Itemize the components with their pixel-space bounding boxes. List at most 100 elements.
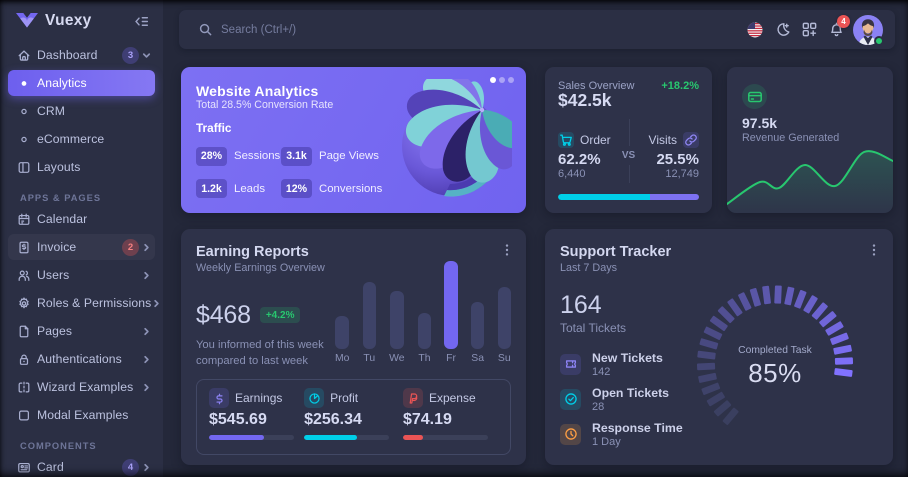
lock-icon — [17, 352, 31, 367]
sidebar-item-calendar[interactable]: Calendar — [8, 206, 155, 232]
paypal-icon-chip — [402, 388, 423, 408]
traffic-col: 12% Conversions — [281, 179, 382, 198]
traffic-col: 3.1k Page Views — [281, 146, 379, 166]
order-sub: 6,440 — [558, 167, 586, 180]
kebab-icon — [872, 244, 876, 256]
expense-stat: Expense $74.19 — [402, 388, 498, 440]
sidebar-item-authentications[interactable]: Authentications — [8, 346, 155, 372]
search-input[interactable]: Search (Ctrl+/) — [198, 22, 743, 37]
order-label: Order — [580, 132, 611, 147]
card-title: Website Analytics — [196, 83, 319, 99]
expense-progress — [402, 435, 488, 440]
chevron-right-icon — [141, 354, 152, 365]
progress-fill — [304, 435, 357, 440]
sidebar-item-crm[interactable]: CRM — [8, 98, 155, 124]
revenue-label: Revenue Generated — [742, 132, 840, 144]
stat-chip: 1.2k — [196, 179, 227, 198]
item-value: 28 — [592, 400, 605, 413]
support-item-new-tickets: New Tickets 142 — [560, 351, 878, 378]
notifications-button[interactable]: 4 — [824, 14, 850, 42]
user-avatar[interactable] — [853, 14, 884, 46]
item-label: Open Tickets — [592, 385, 669, 400]
bar-mo: Mo — [335, 242, 349, 364]
stat-value: $545.69 — [209, 411, 267, 428]
bar — [417, 313, 432, 349]
sidebar-item-wizard-examples[interactable]: Wizard Examples — [8, 374, 155, 400]
chevron-down-icon — [141, 50, 152, 61]
chip-row: Visits — [629, 131, 699, 148]
vuexy-logo-icon — [16, 13, 38, 29]
card-badge: 4 — [122, 458, 139, 476]
earnings-note: You informed of this week compared to la… — [196, 337, 335, 369]
stat-label: Earnings — [235, 391, 283, 405]
bar — [470, 302, 485, 349]
gear-icon — [17, 296, 31, 311]
shortcuts-button[interactable] — [797, 18, 821, 42]
item-text: Response Time 1 Day — [592, 421, 683, 448]
sales-total: $42.5k — [558, 90, 612, 110]
language-flag-button[interactable] — [743, 18, 767, 42]
us-flag-icon — [747, 22, 763, 37]
earnings-note-line2: compared to last week — [196, 354, 308, 367]
circle-icon — [17, 132, 31, 147]
sales-overview-card: Sales Overview +18.2% $42.5k VS Order 62… — [545, 67, 712, 213]
sidebar-item-analytics[interactable]: Analytics — [8, 70, 155, 96]
sidebar-item-label: Analytics — [37, 76, 87, 90]
stat-value: $256.34 — [304, 411, 362, 428]
carousel-dot[interactable] — [508, 77, 514, 83]
total-tickets-label: Total Tickets — [560, 320, 627, 335]
gauge-dashes — [696, 285, 854, 426]
circle-dot-icon — [17, 76, 31, 91]
carousel-dot[interactable] — [499, 77, 505, 83]
support-item-open-tickets: Open Tickets 28 — [560, 386, 878, 413]
sidebar-item-card[interactable]: Card 4 — [8, 454, 155, 477]
card-title: Support Tracker — [560, 244, 672, 260]
earnings-main: Earning Reports Weekly Earnings Overview… — [196, 242, 511, 367]
sidebar-item-pages[interactable]: Pages — [8, 318, 155, 344]
card-menu-button[interactable] — [498, 241, 516, 259]
search-placeholder: Search (Ctrl+/) — [221, 23, 297, 36]
bar-su: Su — [497, 242, 511, 364]
progress-fill — [209, 435, 265, 440]
theme-toggle-button[interactable] — [770, 18, 794, 42]
sidebar-item-label: CRM — [37, 104, 66, 118]
order-progress-fill — [558, 193, 650, 200]
earnings-amount-row: $468 +4.2% — [196, 301, 335, 330]
online-status-dot — [874, 35, 884, 46]
item-value: 142 — [592, 365, 611, 378]
stat-label: Expense — [428, 391, 476, 405]
carousel-dot-active[interactable] — [490, 77, 496, 83]
chip-row: Order — [558, 131, 629, 148]
sidebar-item-modal-examples[interactable]: Modal Examples — [8, 402, 155, 428]
bar — [390, 291, 404, 349]
sidebar-item-label: eCommerce — [37, 132, 105, 146]
item-label: New Tickets — [592, 350, 663, 365]
invoice-icon — [17, 240, 31, 255]
bar — [335, 316, 349, 349]
sidebar-item-users[interactable]: Users — [8, 262, 155, 288]
item-value: 1 Day — [592, 435, 621, 448]
menu-section-apps-pages: APPS & PAGES — [20, 193, 102, 203]
sidebar-item-label: Calendar — [37, 212, 88, 226]
sidebar-item-roles-permissions[interactable]: Roles & Permissions — [8, 290, 160, 316]
sidebar-collapse-icon[interactable] — [134, 14, 149, 29]
calendar-icon — [17, 212, 31, 227]
sidebar-item-label: Wizard Examples — [37, 380, 134, 394]
bar-we: We — [389, 242, 405, 364]
card-menu-button[interactable] — [865, 241, 883, 259]
sidebar-item-dashboard[interactable]: Dashboard 3 — [8, 42, 155, 68]
bar-label: We — [389, 353, 405, 364]
sidebar-item-invoice[interactable]: Invoice 2 — [8, 234, 155, 260]
completed-task-gauge: Completed Task 85% — [691, 251, 856, 441]
sidebar-item-label: Layouts — [37, 160, 81, 174]
website-analytics-card: Website Analytics Total 28.5% Conversion… — [181, 67, 526, 213]
gauge-value: 85% — [748, 358, 802, 388]
stat-label: Page Views — [319, 150, 379, 162]
order-visits-progress — [558, 193, 699, 200]
sidebar-item-layouts[interactable]: Layouts — [8, 154, 155, 180]
sidebar-menu: Dashboard 3 Analytics CRM eCommerce — [0, 42, 163, 477]
sidebar-item-label: Authentications — [37, 352, 122, 366]
carousel-dots — [489, 77, 514, 83]
sidebar-item-ecommerce[interactable]: eCommerce — [8, 126, 155, 152]
stat-label: Sessions — [234, 150, 281, 162]
